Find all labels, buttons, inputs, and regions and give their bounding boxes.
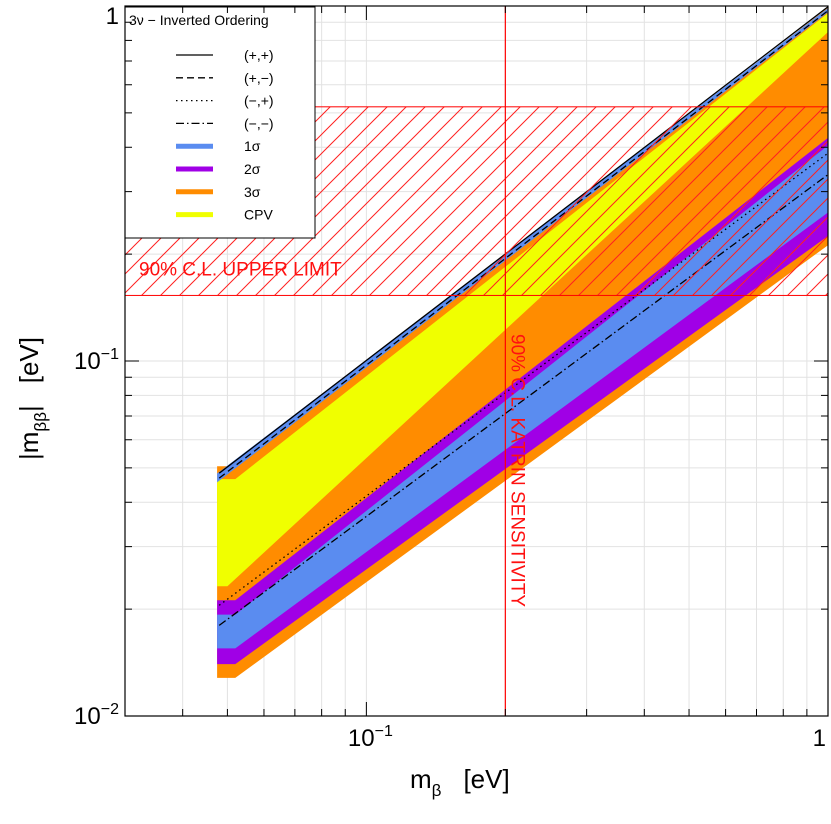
x-axis-label-sub: β (432, 781, 442, 800)
y-axis-label-sub: ββ (31, 412, 50, 432)
legend-entry: (+,−) (176, 70, 274, 86)
legend-title: 3ν − Inverted Ordering (129, 12, 269, 28)
axis-ticks (124, 5, 829, 717)
legend-entry: 2σ (176, 161, 261, 177)
legend: 3ν − Inverted Ordering (+,+) (+,−) (−,+) (−… (124, 6, 316, 239)
legend-entries: (+,+) (+,−) (−,+) (−,−) 1σ 2σ 3σ CPV (176, 47, 274, 223)
tick-labels: 10−1 1 10−2 10−1 1 (74, 3, 826, 752)
y-axis-label-main: |m (14, 432, 44, 460)
legend-label: CPV (244, 207, 273, 223)
x-axis-label-unit: [eV] (463, 764, 509, 794)
tick-label: 10−2 (74, 701, 119, 730)
legend-entry: (+,+) (176, 47, 274, 63)
legend-box (124, 6, 316, 239)
legend-entry: CPV (176, 207, 273, 223)
series-line (218, 152, 828, 606)
y-axis-label: |mββ| [eV] (14, 337, 50, 460)
legend-label: 2σ (244, 161, 261, 177)
tick-label: 1 (106, 3, 119, 30)
series-line (218, 10, 828, 479)
legend-entry: 3σ (176, 184, 261, 200)
legend-label: 1σ (244, 138, 261, 154)
legend-label: 3σ (244, 184, 261, 200)
legend-label: (+,+) (244, 47, 274, 63)
legend-label: (−,+) (244, 93, 274, 109)
x-axis-label-main: m (410, 764, 432, 794)
tick-label: 1 (813, 725, 826, 752)
legend-label: (−,−) (244, 115, 274, 131)
katrin-sensitivity: 90% C.L. KATRIN SENSITIVITY (504, 6, 527, 716)
katrin-label: 90% C.L. KATRIN SENSITIVITY (506, 334, 527, 607)
y-axis-label-unit: [eV] (14, 337, 44, 383)
legend-entry: (−,+) (176, 93, 274, 109)
tick-label: 10−1 (74, 346, 119, 375)
legend-entry: (−,−) (176, 115, 274, 131)
y-axis-label-close: | (14, 405, 44, 412)
upper-limit-label: 90% C.L. UPPER LIMIT (139, 259, 342, 280)
tick-label: 10−1 (348, 723, 393, 752)
legend-label: (+,−) (244, 70, 274, 86)
legend-entry: 1σ (176, 138, 261, 154)
x-axis-label: mβ [eV] (410, 764, 510, 800)
